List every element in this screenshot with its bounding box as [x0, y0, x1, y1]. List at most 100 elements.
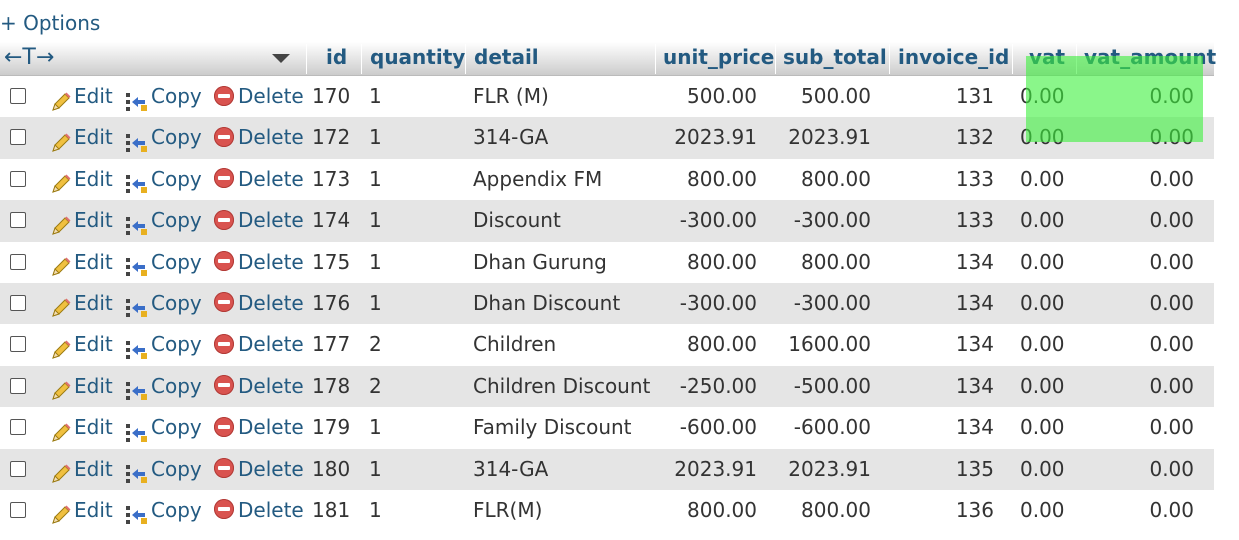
edit-button[interactable]: Edit — [50, 117, 113, 158]
delete-button[interactable]: Delete — [214, 283, 304, 324]
copy-label: Copy — [151, 125, 202, 150]
delete-button[interactable]: Delete — [214, 366, 304, 407]
edit-button[interactable]: Edit — [50, 200, 113, 241]
copy-button[interactable]: Copy — [125, 117, 202, 158]
edit-button[interactable]: Edit — [50, 490, 113, 531]
row-checkbox[interactable] — [10, 253, 26, 270]
copy-label: Copy — [151, 166, 202, 191]
edit-button[interactable]: Edit — [50, 324, 113, 365]
cell-unit-price: 800.00 — [687, 166, 757, 191]
copy-button[interactable]: Copy — [125, 449, 202, 490]
edit-button[interactable]: Edit — [50, 76, 113, 117]
copy-label: Copy — [151, 497, 202, 522]
column-header-vat-amount[interactable]: vat_amount — [1084, 45, 1217, 69]
column-header-sub-total[interactable]: sub_total — [783, 45, 887, 69]
row-checkbox[interactable] — [10, 88, 26, 104]
row-checkbox[interactable] — [10, 336, 26, 353]
copy-button[interactable]: Copy — [125, 283, 202, 324]
delete-label: Delete — [238, 208, 304, 233]
cell-id: 180 — [312, 456, 351, 481]
column-header-id[interactable]: id — [326, 45, 348, 69]
options-link[interactable]: + Options — [0, 11, 101, 35]
edit-button[interactable]: Edit — [50, 283, 113, 324]
copy-label: Copy — [151, 290, 202, 315]
delete-button[interactable]: Delete — [214, 242, 304, 283]
copy-icon — [125, 292, 147, 318]
table-row: Edit Copy Delete 177 2 Children 800.00 1… — [0, 324, 1214, 366]
delete-button[interactable]: Delete — [214, 117, 304, 158]
cell-detail: Dhan Discount — [473, 290, 621, 315]
copy-button[interactable]: Copy — [125, 200, 202, 241]
row-checkbox[interactable] — [10, 460, 26, 477]
pencil-icon — [50, 127, 71, 152]
cell-vat-amount: 0.00 — [1149, 208, 1194, 233]
results-table: ←T→ id quantity detail unit_price sub_to… — [0, 42, 1217, 532]
copy-icon — [125, 334, 147, 359]
cell-quantity: 1 — [369, 125, 382, 150]
cell-id: 172 — [312, 125, 351, 150]
edit-button[interactable]: Edit — [50, 407, 113, 448]
table-row: Edit Copy Delete 181 1 FLR(M) 800.00 800… — [0, 489, 1214, 532]
copy-button[interactable]: Copy — [125, 242, 202, 283]
pencil-icon — [50, 210, 71, 235]
cell-sub-total: -600.00 — [793, 415, 871, 440]
column-header-unit-price[interactable]: unit_price — [663, 45, 775, 69]
row-checkbox[interactable] — [10, 170, 26, 187]
copy-button[interactable]: Copy — [125, 159, 202, 200]
copy-button[interactable]: Copy — [125, 324, 202, 365]
cell-vat: 0.00 — [1020, 332, 1065, 357]
delete-label: Delete — [238, 166, 304, 191]
cell-unit-price: -600.00 — [679, 415, 757, 440]
copy-button[interactable]: Copy — [125, 490, 202, 531]
row-checkbox[interactable] — [10, 501, 26, 518]
delete-label: Delete — [238, 332, 304, 357]
row-checkbox[interactable] — [10, 377, 26, 394]
row-checkbox[interactable] — [10, 419, 26, 436]
cell-detail: 314-GA — [473, 125, 549, 150]
column-header-quantity[interactable]: quantity — [370, 45, 466, 69]
cell-invoice-id: 134 — [955, 290, 994, 315]
delete-button[interactable]: Delete — [214, 76, 304, 117]
cell-sub-total: 500.00 — [801, 84, 871, 108]
cell-vat-amount: 0.00 — [1149, 84, 1194, 108]
edit-label: Edit — [74, 373, 113, 398]
delete-icon — [214, 168, 234, 189]
edit-button[interactable]: Edit — [50, 159, 113, 200]
delete-button[interactable]: Delete — [214, 324, 304, 365]
cell-vat: 0.00 — [1020, 456, 1065, 481]
table-row: Edit Copy Delete 178 2 Children Discount… — [0, 365, 1214, 408]
row-checkbox[interactable] — [10, 212, 26, 229]
copy-button[interactable]: Copy — [125, 407, 202, 448]
delete-button[interactable]: Delete — [214, 159, 304, 200]
cell-id: 173 — [312, 166, 351, 191]
cell-sub-total: -500.00 — [793, 373, 871, 398]
delete-button[interactable]: Delete — [214, 200, 304, 241]
cell-invoice-id: 135 — [955, 456, 994, 481]
column-resize-arrows[interactable]: ←T→ — [4, 45, 55, 70]
cell-invoice-id: 131 — [955, 84, 994, 108]
header-divider — [361, 44, 362, 74]
delete-label: Delete — [238, 249, 304, 274]
delete-button[interactable]: Delete — [214, 449, 304, 490]
cell-sub-total: 800.00 — [801, 166, 871, 191]
delete-label: Delete — [238, 415, 304, 440]
row-checkbox[interactable] — [10, 129, 26, 146]
edit-button[interactable]: Edit — [50, 242, 113, 283]
pencil-icon — [50, 86, 71, 111]
delete-label: Delete — [238, 125, 304, 150]
delete-button[interactable]: Delete — [214, 407, 304, 448]
column-header-vat[interactable]: vat — [1029, 45, 1066, 69]
copy-button[interactable]: Copy — [125, 76, 202, 117]
copy-button[interactable]: Copy — [125, 366, 202, 407]
cell-id: 170 — [312, 84, 351, 108]
edit-button[interactable]: Edit — [50, 366, 113, 407]
header-divider — [775, 44, 776, 74]
column-header-detail[interactable]: detail — [474, 45, 539, 69]
row-checkbox[interactable] — [10, 294, 26, 311]
edit-button[interactable]: Edit — [50, 449, 113, 490]
pencil-icon — [50, 499, 71, 525]
column-header-invoice-id[interactable]: invoice_id — [898, 45, 1010, 69]
table-header: ←T→ id quantity detail unit_price sub_to… — [0, 42, 1217, 76]
pencil-icon — [50, 334, 71, 359]
delete-button[interactable]: Delete — [214, 490, 304, 531]
